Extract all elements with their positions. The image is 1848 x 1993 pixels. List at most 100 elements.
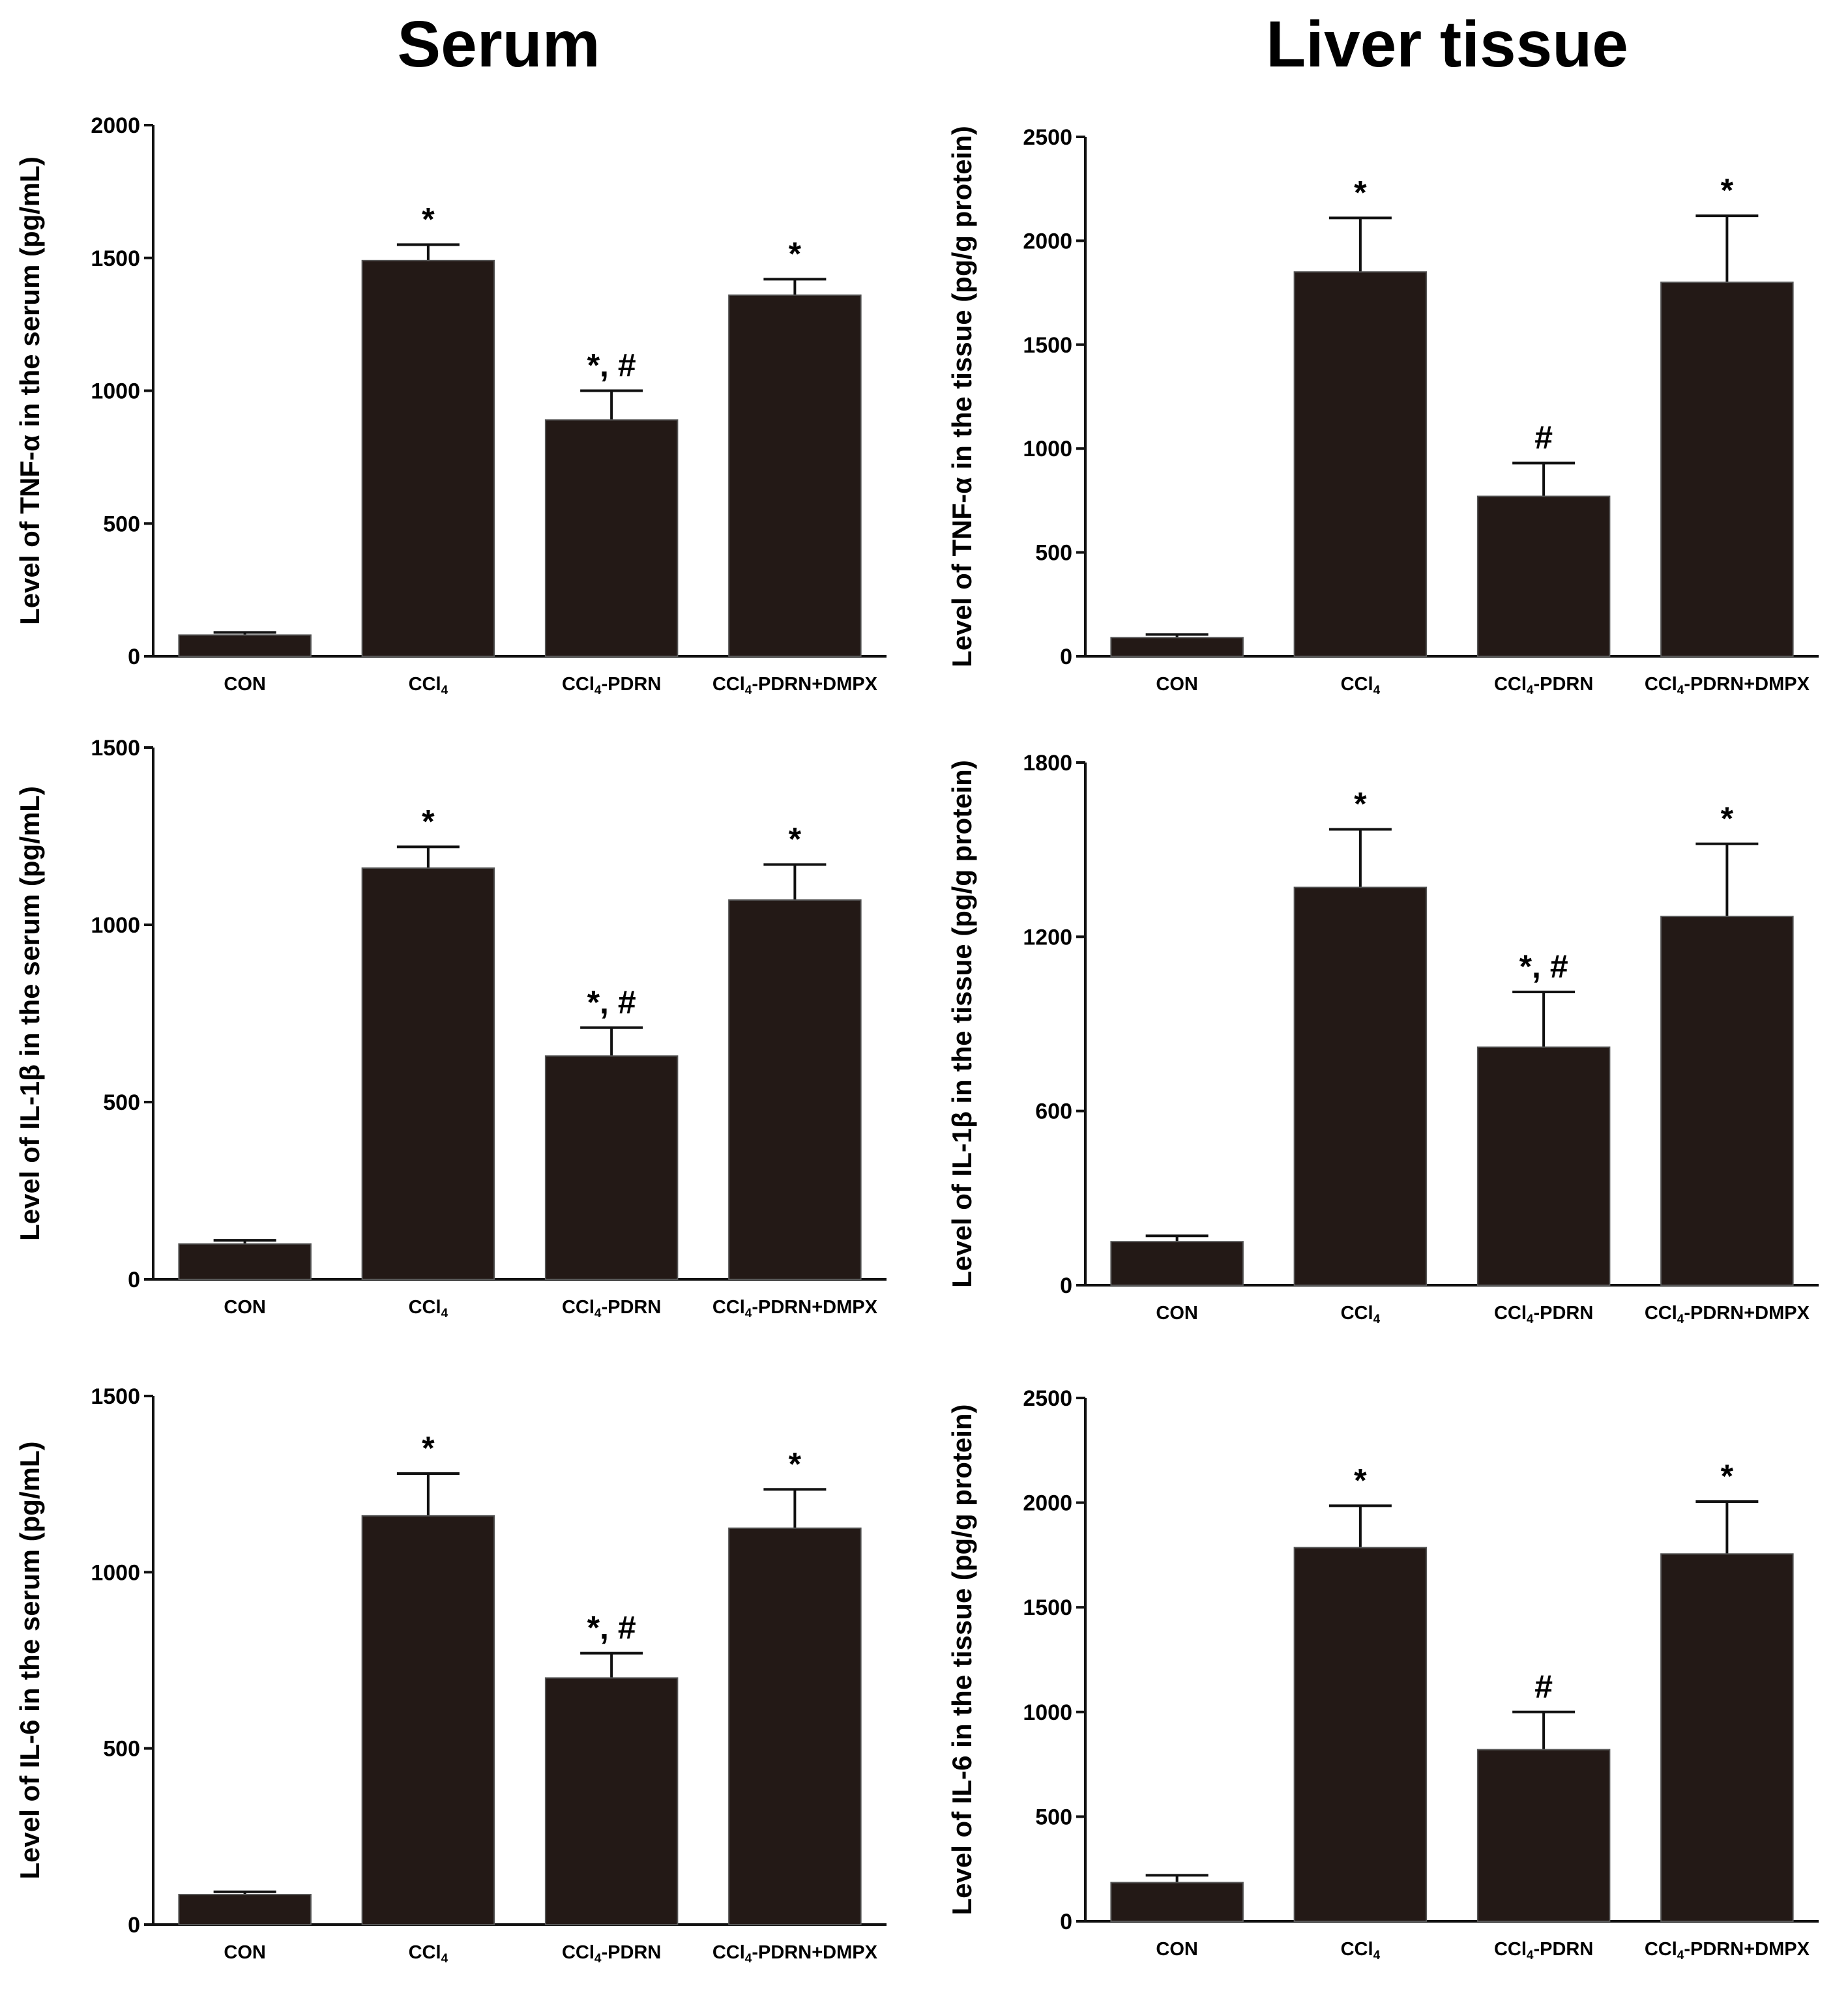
x-tick-label: CON	[1156, 1939, 1197, 1960]
chart-panel-4: 0 600 1200 1800 Level of IL-1β in the tissue…	[946, 751, 1819, 1326]
x-tick-label: CCl4	[409, 674, 448, 697]
bar	[1293, 271, 1428, 658]
y-tick-label: 1000	[1023, 437, 1072, 461]
x-tick-label: CCl4-PDRN	[1494, 1939, 1593, 1962]
x-tick-label: CCl4-PDRN	[562, 674, 661, 697]
bar	[361, 1515, 495, 1925]
x-tick-label: CCl4-PDRN	[1494, 1303, 1593, 1326]
x-tick-label: CCl4-PDRN	[562, 1297, 661, 1320]
bar	[1476, 1749, 1611, 1922]
x-tick-label: CCl4	[409, 1297, 448, 1320]
x-tick-label: CON	[1156, 674, 1197, 695]
y-tick-label: 500	[1035, 541, 1072, 566]
bar	[728, 1527, 862, 1925]
y-tick-label: 1000	[91, 379, 140, 404]
bar	[1110, 637, 1244, 657]
y-tick-label: 2500	[1023, 1386, 1072, 1411]
y-axis-label: Level of IL-6 in the serum (pg/mL)	[14, 1441, 45, 1879]
bar	[1293, 1547, 1428, 1922]
significance-annotation: *	[789, 821, 802, 858]
bar	[361, 867, 495, 1280]
x-tick-label: CCl4-PDRN+DMPX	[712, 1942, 878, 1966]
x-tick-label: CON	[224, 674, 265, 695]
significance-annotation: *	[1721, 1458, 1734, 1494]
bar	[544, 1055, 679, 1281]
bar	[728, 899, 862, 1281]
significance-annotation: *	[422, 803, 435, 839]
bar	[544, 419, 679, 657]
x-tick-label: CCl4-PDRN+DMPX	[712, 1297, 878, 1320]
y-tick-label: 1800	[1023, 751, 1072, 776]
significance-annotation: *, #	[1519, 948, 1568, 985]
bar	[728, 294, 862, 657]
chart-panel-2: 0 500 1000 1500 2000 2500 Level of TNF-α in th…	[946, 125, 1819, 697]
y-tick-label: 1500	[91, 1384, 140, 1409]
bar	[1476, 495, 1611, 657]
x-tick-label: CCl4-PDRN+DMPX	[1645, 1303, 1810, 1326]
significance-annotation: *, #	[587, 984, 636, 1021]
y-axis-label: Level of IL-6 in the tissue (pg/g protei…	[946, 1404, 977, 1915]
chart-panel-5: 0 500 1000 1500 Level of IL-6 in the serum (…	[14, 1384, 887, 1966]
y-tick-label: 1500	[1023, 1595, 1072, 1620]
y-tick-label: 0	[128, 645, 140, 669]
significance-annotation: *	[422, 1430, 435, 1466]
y-tick-label: 0	[1060, 645, 1072, 669]
x-tick-label: CCl4	[1341, 1939, 1381, 1962]
bar	[178, 1894, 312, 1925]
bar	[1293, 886, 1428, 1286]
significance-annotation: *, #	[587, 347, 636, 384]
x-tick-label: CON	[1156, 1303, 1197, 1324]
y-tick-label: 0	[1060, 1273, 1072, 1298]
significance-annotation: *	[1721, 800, 1734, 837]
x-tick-label: CCl4-PDRN	[562, 1942, 661, 1966]
bar	[1110, 1241, 1244, 1286]
bar	[1660, 1553, 1794, 1922]
x-tick-label: CCl4	[1341, 1303, 1381, 1326]
liver-tissue-column-title: Liver tissue	[1266, 8, 1628, 81]
y-tick-label: 2500	[1023, 125, 1072, 150]
x-tick-label: CCl4-PDRN+DMPX	[712, 674, 878, 697]
y-tick-label: 1000	[1023, 1700, 1072, 1725]
x-tick-label: CCl4-PDRN	[1494, 674, 1593, 697]
x-tick-label: CON	[224, 1297, 265, 1318]
significance-annotation: *	[1721, 172, 1734, 209]
bar	[1660, 282, 1794, 658]
y-tick-label: 1500	[91, 246, 140, 271]
y-tick-label: 1200	[1023, 925, 1072, 950]
significance-annotation: *	[422, 201, 435, 237]
y-tick-label: 1500	[91, 736, 140, 761]
chart-panel-1: 0 500 1000 1500 2000 Level of TNF-α in the se…	[14, 113, 887, 697]
bar	[178, 634, 312, 658]
y-axis-label: Level of TNF-α in the tissue (pg/g prote…	[946, 126, 977, 667]
y-tick-label: 2000	[1023, 229, 1072, 254]
significance-annotation: *	[1354, 174, 1367, 211]
y-tick-label: 2000	[1023, 1491, 1072, 1516]
significance-annotation: *	[789, 1446, 802, 1482]
bar	[1110, 1882, 1244, 1922]
chart-panel-3: 0 500 1000 1500 Level of IL-1β in the serum …	[14, 736, 887, 1320]
significance-annotation: #	[1534, 420, 1553, 456]
significance-annotation: *	[1354, 1462, 1367, 1498]
y-axis-label: Level of IL-1β in the tissue (pg/g prote…	[946, 760, 977, 1288]
significance-annotation: *	[789, 235, 802, 272]
y-tick-label: 0	[128, 1268, 140, 1292]
x-tick-label: CCl4-PDRN+DMPX	[1645, 674, 1810, 697]
bar	[178, 1243, 312, 1280]
bar	[544, 1677, 679, 1926]
y-tick-label: 0	[1060, 1910, 1072, 1934]
y-tick-label: 2000	[91, 113, 140, 138]
significance-annotation: *, #	[587, 1610, 636, 1646]
y-tick-label: 500	[103, 512, 140, 536]
y-tick-label: 500	[1035, 1805, 1072, 1829]
x-tick-label: CON	[224, 1942, 265, 1963]
y-tick-label: 500	[103, 1737, 140, 1762]
bar	[1660, 916, 1794, 1286]
x-tick-label: CCl4	[1341, 674, 1381, 697]
significance-annotation: *	[1354, 785, 1367, 822]
serum-column-title: Serum	[397, 8, 600, 81]
y-tick-label: 1500	[1023, 333, 1072, 358]
y-tick-label: 0	[128, 1913, 140, 1938]
y-tick-label: 600	[1035, 1099, 1072, 1124]
y-axis-label: Level of TNF-α in the serum (pg/mL)	[14, 156, 45, 625]
